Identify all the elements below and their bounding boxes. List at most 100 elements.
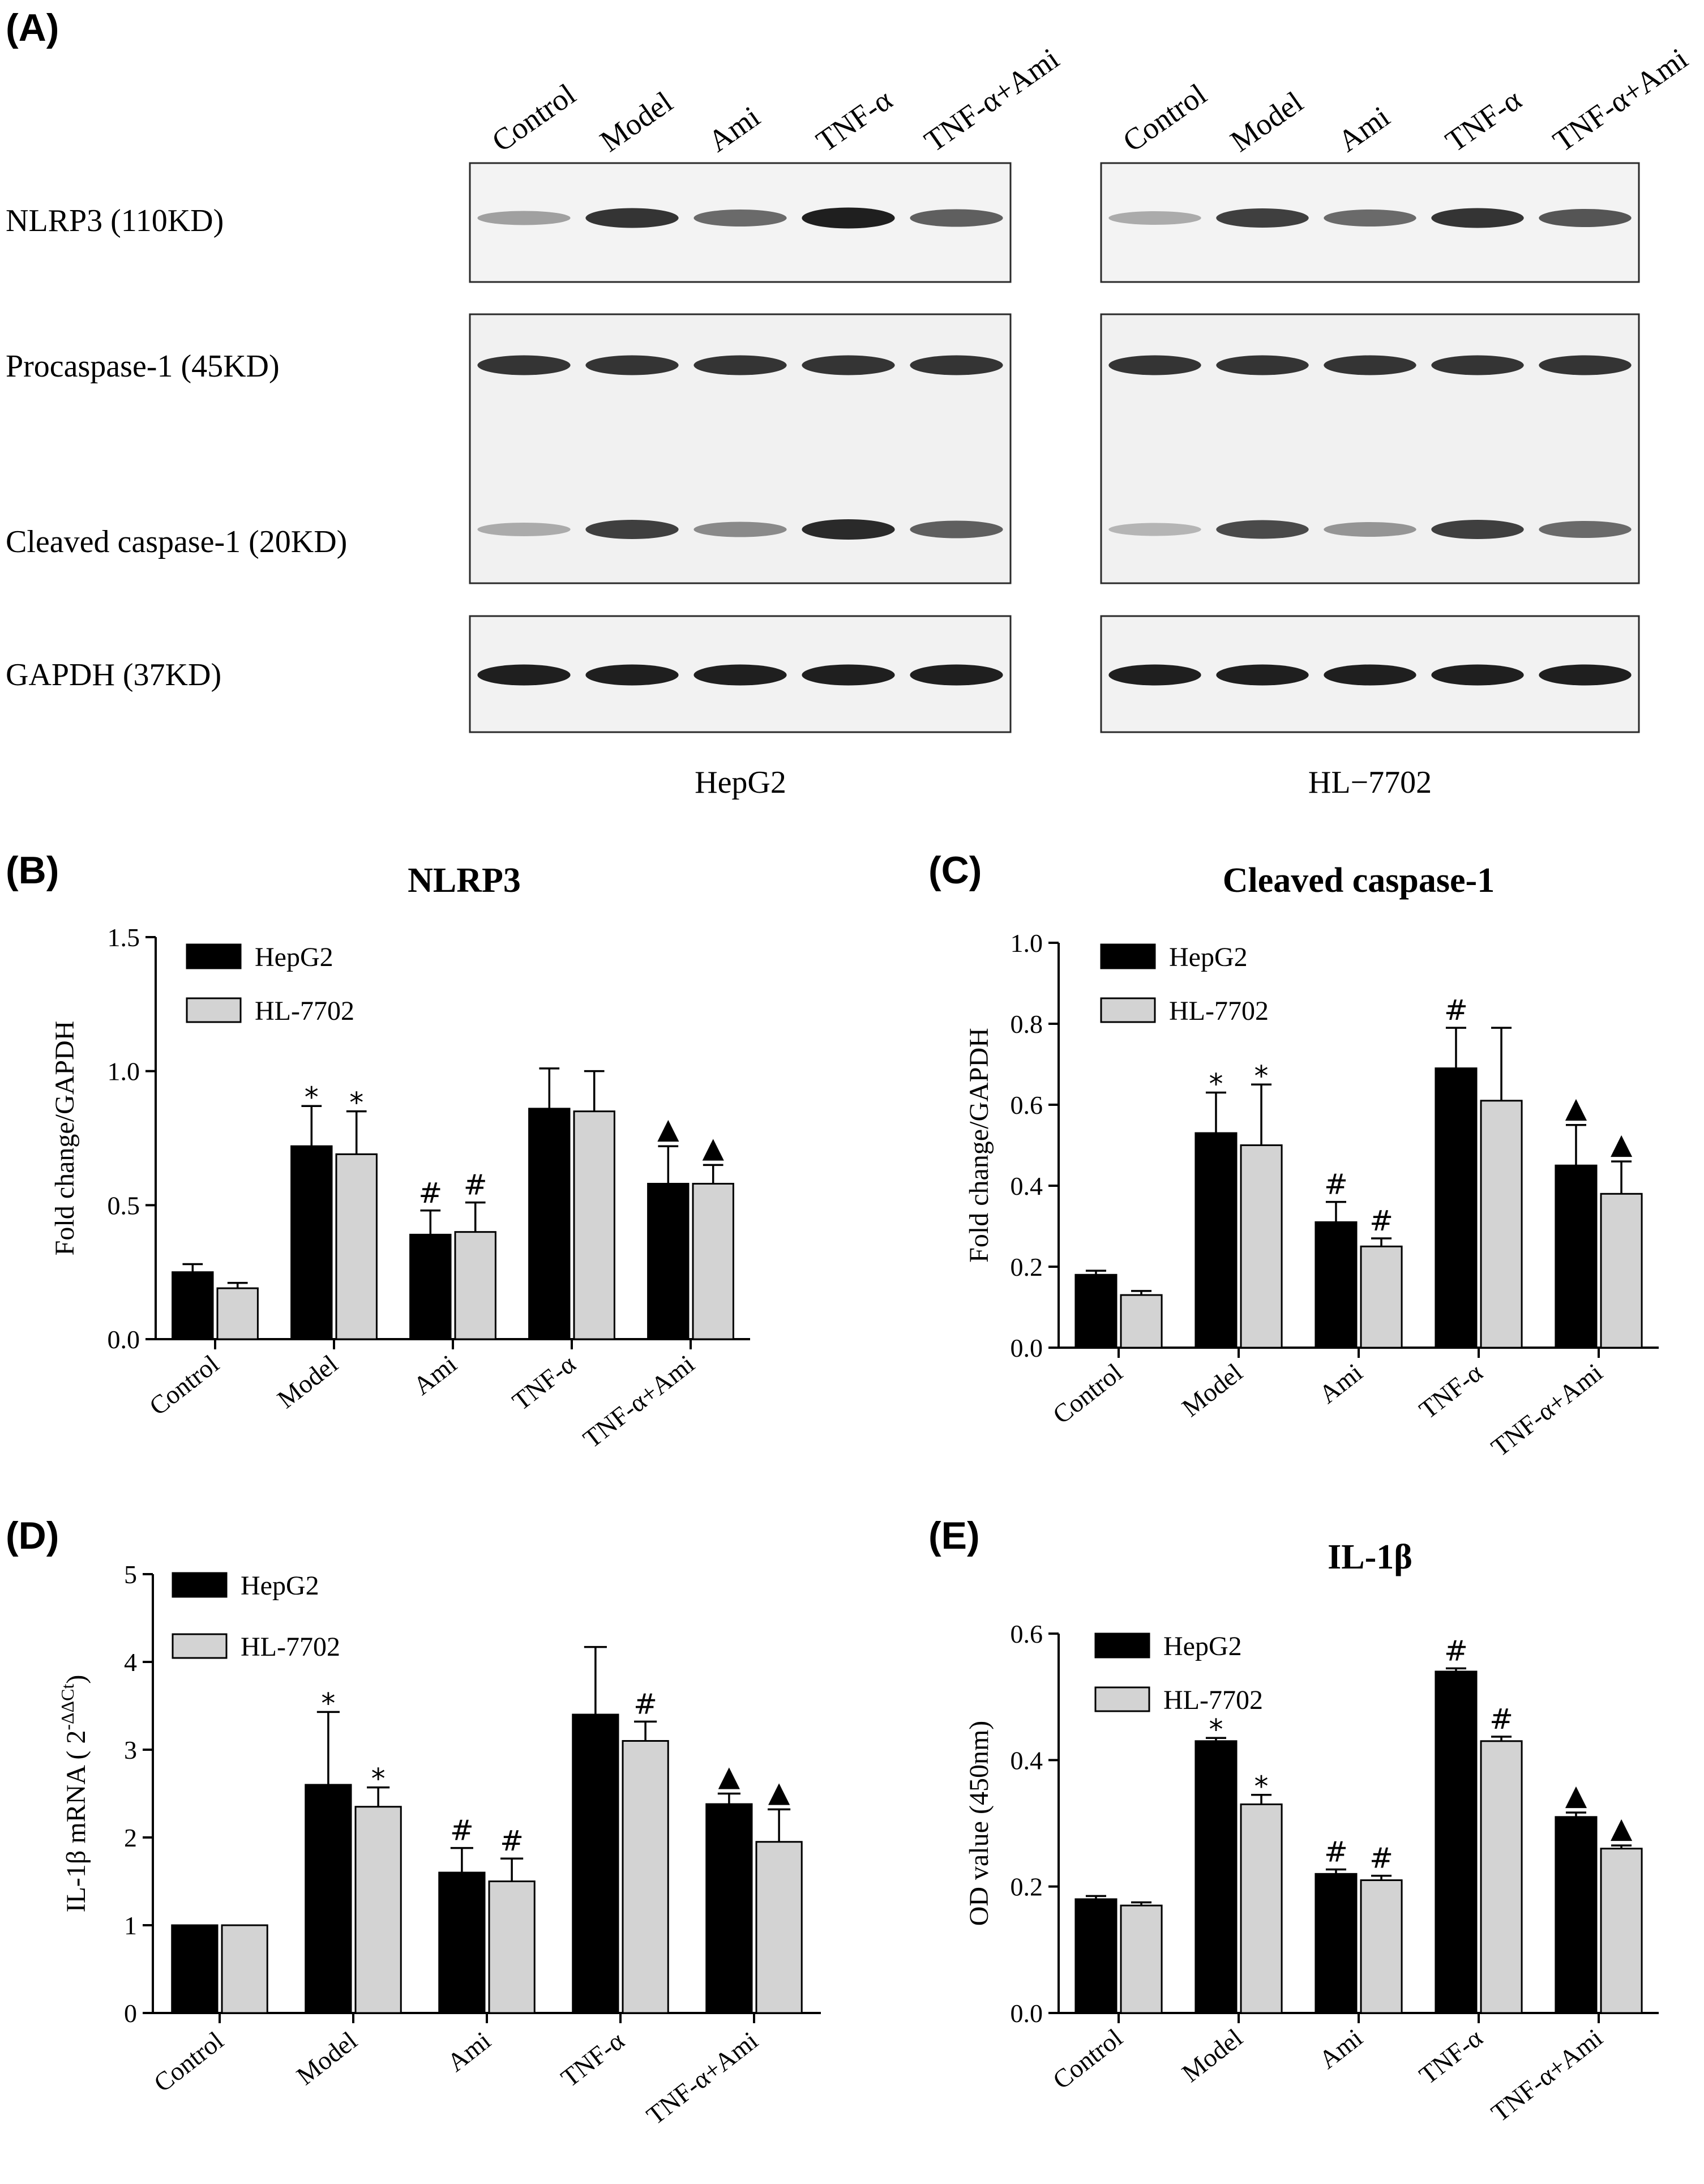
- chart-title-c: Cleaved caspase-1: [1223, 861, 1495, 900]
- y-axis-title-e: OD value (450nm): [964, 1721, 994, 1926]
- lane-label-hepg2-3: TNF-α: [810, 83, 898, 159]
- significance-mark-b-1-2: #: [464, 1169, 487, 1202]
- significance-mark-c-0-4: ▲: [1565, 1091, 1587, 1124]
- y-tick-label-e-1: 0.2: [1011, 1873, 1043, 1901]
- legend-label-b-1: HL-7702: [255, 996, 354, 1026]
- band-hepg2-nlrp3-4: [910, 209, 1003, 227]
- band-hepg2-nlrp3-1: [585, 208, 679, 228]
- band-hl7702-gapdh-1: [1216, 664, 1309, 686]
- bar-d-1-4: [755, 1841, 803, 2014]
- significance-mark-d-0-4: ▲: [718, 1760, 740, 1793]
- band-hl7702-cleaved-3: [1431, 520, 1524, 539]
- bar-d-0-3: [572, 1713, 619, 2014]
- bar-d-1-1: [354, 1806, 402, 2014]
- category-label-d-1: Model: [291, 2026, 362, 2091]
- band-hl7702-procaspase-2: [1324, 355, 1416, 375]
- y-tick-label-c-4: 0.8: [1011, 1010, 1043, 1038]
- chart-d-il1b-mrna: (D) 0 1 2 3 4 5 IL-1β mRNA ( 2-ΔΔCt) Control Mode…: [6, 1514, 821, 2130]
- band-hl7702-gapdh-4: [1539, 664, 1632, 686]
- band-hl7702-procaspase-0: [1108, 355, 1201, 375]
- y-tick-label-d-4: 4: [124, 1648, 137, 1677]
- band-hepg2-nlrp3-2: [693, 210, 787, 226]
- y-tick-label-b-2: 1.0: [108, 1057, 140, 1086]
- cell-line-label-hl7702: HL−7702: [1308, 765, 1432, 800]
- lane-label-hepg2-4: TNF-α+Ami: [918, 41, 1065, 159]
- band-hepg2-gapdh-0: [477, 664, 571, 686]
- band-hepg2-procaspase-2: [693, 355, 787, 375]
- lane-label-hepg2-2: Ami: [702, 100, 766, 159]
- bar-d-1-3: [622, 1740, 669, 2014]
- bar-d-0-0: [171, 1924, 219, 2014]
- significance-mark-c-1-2: #: [1369, 1204, 1393, 1237]
- y-axis-title-close-d: ): [61, 1675, 91, 1684]
- band-hepg2-procaspase-3: [802, 355, 895, 375]
- panel-letter-a: (A): [6, 6, 59, 49]
- significance-mark-d-0-2: #: [450, 1814, 474, 1847]
- legend-label-c-1: HL-7702: [1169, 996, 1269, 1026]
- bar-b-1-2: [454, 1231, 496, 1340]
- significance-mark-d-1-1: *: [371, 1763, 386, 1796]
- bar-c-1-3: [1480, 1100, 1523, 1349]
- legend-swatch-e-0: [1094, 1632, 1150, 1659]
- band-hepg2-gapdh-3: [802, 664, 895, 686]
- significance-mark-c-1-1: *: [1255, 1059, 1269, 1092]
- legend-swatch-d-0: [172, 1572, 228, 1598]
- bar-e-0-3: [1435, 1670, 1478, 2014]
- category-label-e-2: Ami: [1313, 2023, 1368, 2075]
- band-hepg2-gapdh-4: [910, 664, 1003, 686]
- panel-letter-e: (E): [928, 1514, 980, 1557]
- lane-label-hepg2-1: Model: [594, 85, 679, 159]
- significance-mark-c-0-3: #: [1444, 994, 1468, 1027]
- y-axis-title-superscript-d: -ΔΔCt: [57, 1683, 78, 1730]
- bar-d-1-0: [221, 1924, 268, 2014]
- category-label-b-3: TNF-α: [507, 1349, 581, 1416]
- y-tick-label-d-1: 1: [124, 1911, 137, 1940]
- significance-mark-e-0-1: *: [1209, 1713, 1223, 1746]
- lane-label-hepg2-0: Control: [486, 77, 582, 159]
- chart-c-cleaved-caspase: (C) Cleaved caspase-1 0.0 0.2 0.4 0.6 0.8 1.0 Fo…: [928, 849, 1659, 1462]
- significance-mark-c-0-1: *: [1209, 1068, 1223, 1101]
- bar-e-1-0: [1120, 1904, 1163, 2014]
- hepg2-caspase-membrane: [469, 313, 1012, 584]
- western-blot-panel: (A) NLRP3 (110KD) Procaspase-1 (45KD) Cl…: [6, 6, 1694, 800]
- legend-swatch-c-0: [1100, 943, 1156, 969]
- significance-mark-e-0-2: #: [1324, 1836, 1348, 1869]
- bar-e-1-2: [1360, 1879, 1403, 2014]
- category-label-e-4: TNF-α+Ami: [1485, 2023, 1608, 2127]
- legend-swatch-b-0: [186, 943, 242, 969]
- bar-d-0-4: [705, 1803, 753, 2014]
- band-hepg2-procaspase-0: [477, 355, 571, 375]
- band-hl7702-gapdh-0: [1108, 664, 1201, 686]
- y-tick-label-c-0: 0.0: [1011, 1334, 1043, 1362]
- band-hepg2-cleaved-4: [910, 520, 1003, 538]
- band-hepg2-nlrp3-0: [477, 211, 571, 225]
- bar-e-0-1: [1194, 1740, 1238, 2014]
- band-hepg2-cleaved-0: [477, 523, 571, 536]
- legend-swatch-c-1: [1100, 997, 1156, 1023]
- band-hepg2-gapdh-1: [585, 664, 679, 686]
- band-hl7702-cleaved-4: [1539, 521, 1632, 538]
- category-label-b-2: Ami: [408, 1349, 462, 1401]
- significance-mark-d-1-2: #: [500, 1824, 524, 1857]
- bar-c-1-2: [1360, 1245, 1403, 1349]
- row-label-nlrp3: NLRP3 (110KD): [6, 203, 224, 238]
- legend-label-d-1: HL-7702: [241, 1632, 340, 1662]
- lane-label-hl7702-4: TNF-α+Ami: [1547, 41, 1693, 159]
- category-label-d-3: TNF-α: [555, 2026, 630, 2093]
- significance-mark-b-1-4: ▲: [702, 1131, 724, 1164]
- band-hl7702-cleaved-0: [1108, 523, 1201, 536]
- band-hl7702-gapdh-2: [1324, 664, 1416, 686]
- chart-title-b: NLRP3: [408, 861, 521, 900]
- bar-b-1-0: [216, 1287, 259, 1340]
- band-hl7702-cleaved-1: [1216, 520, 1309, 539]
- bar-e-1-3: [1480, 1740, 1523, 2014]
- bar-b-0-0: [172, 1271, 214, 1340]
- category-label-b-1: Model: [272, 1349, 343, 1414]
- category-label-d-0: Control: [148, 2026, 229, 2098]
- category-label-c-0: Control: [1047, 1358, 1128, 1430]
- bar-b-0-4: [647, 1182, 690, 1340]
- bar-b-0-2: [409, 1233, 452, 1340]
- lane-label-hl7702-2: Ami: [1331, 100, 1395, 159]
- legend-label-b-0: HepG2: [255, 942, 333, 972]
